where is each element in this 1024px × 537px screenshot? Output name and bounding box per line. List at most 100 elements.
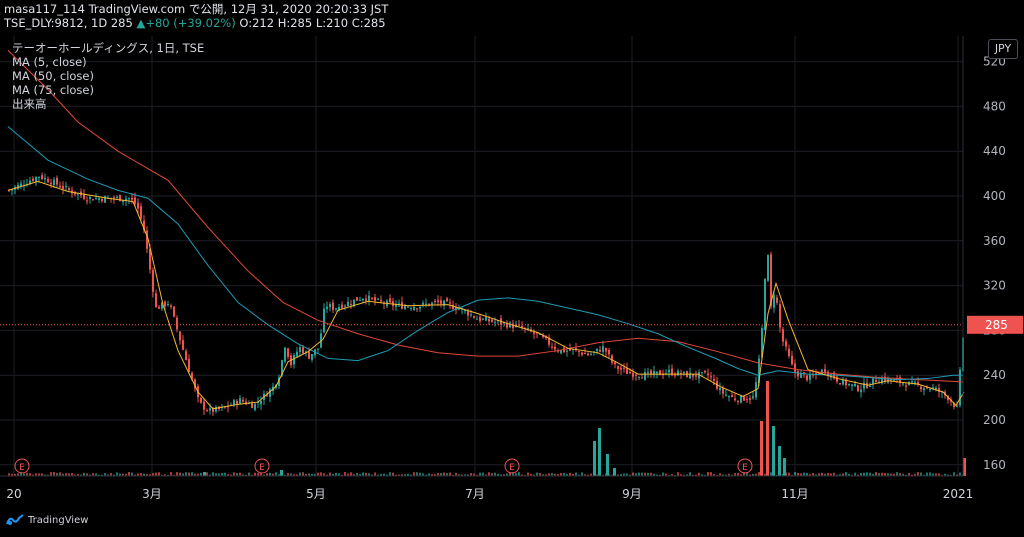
candle-body: [926, 387, 928, 389]
time-tick: 11月: [781, 487, 808, 501]
volume-bar: [320, 472, 322, 476]
volume-bar: [8, 473, 10, 476]
volume-bar: [911, 474, 913, 476]
volume-bar: [671, 474, 673, 476]
volume-bar: [650, 472, 652, 476]
volume-bar: [266, 473, 268, 476]
volume-bar: [200, 472, 202, 476]
candle-body: [551, 346, 553, 348]
candle-body: [338, 306, 340, 311]
volume-bar: [758, 472, 760, 476]
candle-body: [212, 407, 214, 412]
candle-body: [89, 197, 91, 199]
candle-body: [161, 302, 163, 309]
volume-bar: [830, 473, 832, 476]
volume-bar: [467, 474, 469, 476]
price-tick: 360: [983, 234, 1006, 248]
candle-body: [146, 230, 148, 249]
volume-bar: [869, 472, 871, 476]
candle-body: [446, 298, 448, 302]
candle-body: [38, 176, 40, 178]
candle-body: [776, 297, 778, 303]
legend-volume[interactable]: 出来高: [12, 97, 47, 111]
volume-bar: [581, 472, 583, 476]
candle-body: [29, 180, 31, 184]
volume-bar: [485, 474, 487, 476]
candle-body: [707, 373, 709, 376]
volume-bar: [101, 474, 103, 476]
candle-body: [170, 305, 172, 307]
time-axis: 20 3月 5月 7月 9月 11月 2021: [0, 475, 973, 501]
candle-body: [299, 347, 301, 352]
candle-body: [62, 186, 64, 189]
candle-body: [737, 400, 739, 402]
volume-bar: [452, 474, 454, 476]
candle-body: [632, 372, 634, 377]
legend-title[interactable]: テーオーホールディングス, 1日, TSE: [12, 41, 205, 55]
candle-body: [164, 301, 166, 307]
moving-averages: [7, 50, 965, 410]
candle-body: [482, 318, 484, 320]
candle-body: [260, 401, 262, 405]
volume-bar: [350, 472, 352, 476]
volume-bar: [464, 474, 466, 476]
candle-body: [83, 194, 85, 199]
candle-body: [584, 352, 586, 354]
footer: [0, 504, 1024, 537]
legend-ma5[interactable]: MA (5, close): [12, 55, 87, 69]
volume-bar: [401, 474, 403, 476]
volume-bar: [344, 472, 346, 476]
volume-bar: [326, 474, 328, 476]
volume-bar: [686, 474, 688, 476]
volume-bar: [35, 473, 37, 476]
volume-bar: [917, 472, 919, 476]
volume-bar: [338, 473, 340, 476]
candle-body: [539, 333, 541, 335]
volume-bar: [323, 473, 325, 476]
volume-bar: [272, 473, 274, 476]
candle-body: [410, 308, 412, 310]
candle-body: [935, 387, 937, 390]
volume-bar: [575, 472, 577, 476]
currency-button[interactable]: JPY: [988, 39, 1018, 59]
volume-bar: [875, 472, 877, 476]
last-price-text: 285: [985, 318, 1008, 332]
candle-body: [809, 374, 811, 380]
volume-bar: [722, 474, 724, 476]
candle-body: [767, 255, 769, 281]
volume-bar: [617, 474, 619, 476]
candle-body: [542, 335, 544, 337]
volume-bar: [470, 473, 472, 476]
candle-body: [416, 308, 418, 310]
volume-bar: [578, 474, 580, 476]
volume-bar: [689, 472, 691, 476]
volume-bar: [308, 473, 310, 476]
candle-body: [773, 295, 775, 308]
volume-bar: [410, 474, 412, 476]
legend-ma75[interactable]: MA (75, close): [12, 83, 94, 97]
last-price-marker: 285: [0, 315, 1023, 334]
candle-body: [590, 354, 592, 356]
volume-bar: [572, 473, 574, 476]
legend-ma50[interactable]: MA (50, close): [12, 69, 94, 83]
candle-body: [839, 383, 841, 385]
volume-bar: [851, 474, 853, 476]
volume-bar: [593, 441, 596, 476]
candle-body: [311, 354, 313, 360]
volume-bar: [371, 474, 373, 476]
candle-body: [677, 370, 679, 376]
candle-body: [419, 306, 421, 309]
volume-bar: [53, 472, 55, 476]
candle-body: [710, 376, 712, 378]
volume-bar: [606, 454, 609, 476]
candle-body: [131, 198, 133, 200]
candle-body: [608, 350, 610, 355]
volume-bar: [239, 472, 241, 476]
volume-bar: [716, 474, 718, 476]
tradingview-logo[interactable]: TradingView: [6, 514, 88, 526]
volume-bar: [884, 472, 886, 476]
volume-bar: [23, 473, 25, 476]
volume-bar: [620, 474, 622, 476]
candle-body: [17, 184, 19, 189]
